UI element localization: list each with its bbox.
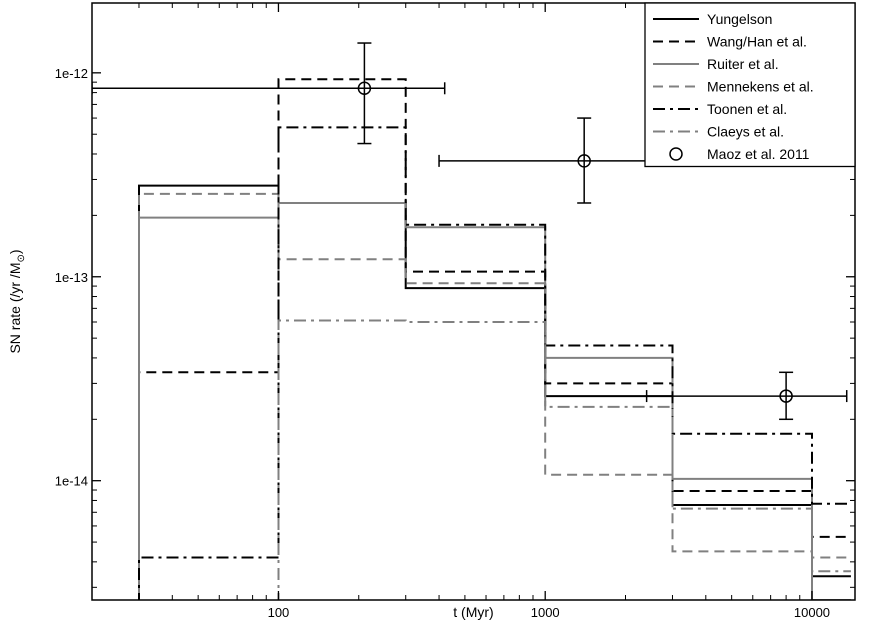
legend-label-observation: Maoz et al. 2011 bbox=[707, 146, 810, 162]
axis-ticks: 100 1000 10000 1e-14 1e-13 1e-12 bbox=[55, 3, 855, 620]
y-tick-label: 1e-13 bbox=[55, 270, 88, 285]
plot-frame bbox=[91, 2, 856, 601]
series-line-1 bbox=[138, 184, 851, 600]
x-tick-label: 1000 bbox=[531, 605, 560, 620]
observation-point-1 bbox=[92, 42, 446, 145]
y-tick-label: 1e-12 bbox=[55, 66, 88, 81]
series-line-3 bbox=[138, 202, 851, 600]
legend: Yungelson Wang/Han et al. Ruiter et al. Men… bbox=[644, 2, 856, 168]
legend-label-6: Claeys et al. bbox=[707, 124, 784, 140]
y-axis-label-main: SN rate (/yr /M bbox=[7, 263, 23, 354]
legend-label-5: Toonen et al. bbox=[707, 101, 787, 117]
observation-marker bbox=[357, 81, 372, 96]
y-axis-label-sun-symbol: ⊙ bbox=[16, 254, 27, 262]
legend-box bbox=[644, 2, 856, 168]
legend-label-4: Mennekens et al. bbox=[707, 79, 814, 95]
x-tick-label: 10000 bbox=[794, 605, 830, 620]
observation-marker bbox=[577, 154, 591, 168]
legend-label-1: Yungelson bbox=[707, 11, 772, 27]
y-axis-label: SN rate (/yr /M⊙) bbox=[7, 249, 27, 353]
legend-swatch-observation bbox=[669, 147, 683, 161]
plot-content bbox=[92, 42, 851, 600]
series-line-4 bbox=[138, 192, 851, 600]
y-tick-label: 1e-14 bbox=[55, 474, 88, 489]
observation-marker bbox=[779, 389, 793, 403]
legend-label-3: Ruiter et al. bbox=[707, 56, 779, 72]
observation-point-3 bbox=[645, 371, 848, 421]
series-line-6 bbox=[277, 319, 851, 600]
x-axis-label: t (Myr) bbox=[453, 604, 493, 620]
observation-point-2 bbox=[438, 117, 648, 204]
y-axis-label-close: ) bbox=[7, 249, 23, 254]
legend-label-2: Wang/Han et al. bbox=[707, 34, 807, 50]
x-tick-label: 100 bbox=[268, 605, 290, 620]
series-line-5 bbox=[138, 126, 851, 600]
